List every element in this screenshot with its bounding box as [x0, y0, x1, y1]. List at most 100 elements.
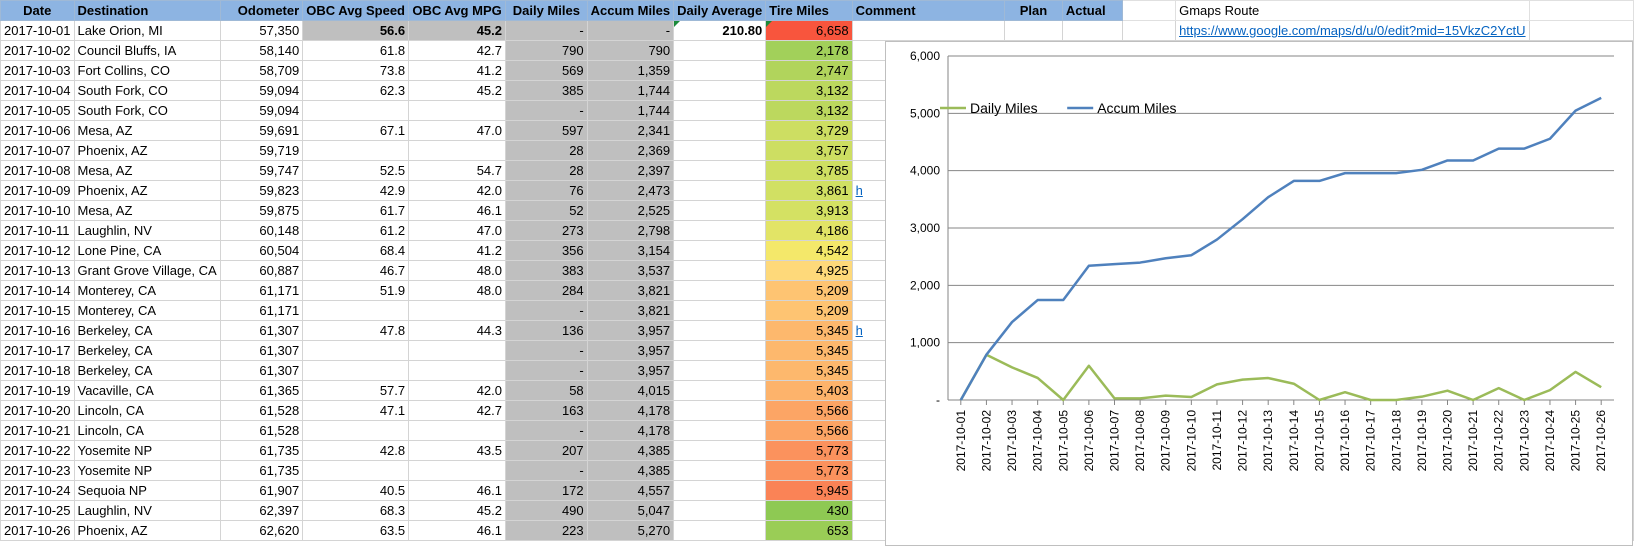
cell-daily-miles[interactable]: 273 — [505, 220, 588, 241]
cell-daily-average[interactable] — [673, 320, 767, 341]
cell-avg-mpg[interactable]: 47.0 — [408, 220, 507, 241]
cell-destination[interactable]: Mesa, AZ — [73, 160, 221, 181]
cell-odometer[interactable]: 59,823 — [219, 180, 304, 201]
cell-date[interactable]: 2017-10-22 — [0, 440, 75, 461]
cell-odometer[interactable]: 61,171 — [219, 280, 304, 301]
cell-destination[interactable]: Lincoln, CA — [73, 420, 221, 441]
cell-daily-miles[interactable]: - — [505, 340, 588, 361]
cell-tire-miles[interactable]: 5,209 — [765, 300, 853, 321]
cell-avg-mpg[interactable]: 48.0 — [408, 260, 507, 281]
cell-daily-miles[interactable]: 790 — [505, 40, 588, 61]
cell-avg-speed[interactable]: 61.7 — [302, 200, 410, 221]
cell-date[interactable]: 2017-10-04 — [0, 80, 75, 101]
cell-odometer[interactable]: 59,094 — [219, 100, 304, 121]
cell-date[interactable]: 2017-10-16 — [0, 320, 75, 341]
cell-daily-miles[interactable]: - — [505, 420, 588, 441]
cell-destination[interactable]: Phoenix, AZ — [73, 140, 221, 161]
cell-daily-average[interactable] — [673, 60, 767, 81]
cell-date[interactable]: 2017-10-26 — [0, 520, 75, 541]
header-date[interactable]: Date — [0, 0, 75, 21]
comment-link[interactable]: h — [855, 183, 863, 198]
cell-date[interactable]: 2017-10-07 — [0, 140, 75, 161]
cell-odometer[interactable]: 59,691 — [219, 120, 304, 141]
cell-tire-miles[interactable]: 3,132 — [765, 80, 853, 101]
cell-destination[interactable]: Berkeley, CA — [73, 360, 221, 381]
cell-avg-mpg[interactable]: 42.0 — [408, 180, 507, 201]
cell-destination[interactable]: Lincoln, CA — [73, 400, 221, 421]
cell-daily-average[interactable] — [673, 40, 767, 61]
cell-date[interactable]: 2017-10-21 — [0, 420, 75, 441]
cell-destination[interactable]: Lake Orion, MI — [73, 20, 221, 41]
cell-daily-miles[interactable]: 223 — [505, 520, 588, 541]
cell-accum-miles[interactable]: 4,178 — [586, 420, 675, 441]
cell-avg-speed[interactable]: 52.5 — [302, 160, 410, 181]
cell-odometer[interactable]: 57,350 — [219, 20, 304, 41]
cell-tire-miles[interactable]: 5,345 — [765, 360, 853, 381]
cell-avg-speed[interactable]: 42.8 — [302, 440, 410, 461]
cell-daily-average[interactable] — [673, 460, 767, 481]
cell-daily-miles[interactable]: 52 — [505, 200, 588, 221]
cell-destination[interactable]: Yosemite NP — [73, 440, 221, 461]
cell-daily-average[interactable] — [673, 200, 767, 221]
cell-daily-miles[interactable]: 207 — [505, 440, 588, 461]
cell-accum-miles[interactable]: 1,359 — [586, 60, 675, 81]
cell-daily-miles[interactable]: 136 — [505, 320, 588, 341]
cell-avg-speed[interactable]: 40.5 — [302, 480, 410, 501]
cell-daily-miles[interactable]: 490 — [505, 500, 588, 521]
cell-avg-speed[interactable]: 62.3 — [302, 80, 410, 101]
cell-odometer[interactable]: 61,528 — [219, 400, 304, 421]
cell-odometer[interactable]: 61,365 — [219, 380, 304, 401]
cell-date[interactable]: 2017-10-11 — [0, 220, 75, 241]
cell-avg-speed[interactable]: 57.7 — [302, 380, 410, 401]
cell-avg-speed[interactable] — [302, 340, 410, 361]
cell-date[interactable]: 2017-10-03 — [0, 60, 75, 81]
cell-avg-mpg[interactable]: 46.1 — [408, 520, 507, 541]
cell-avg-speed[interactable] — [302, 420, 410, 441]
cell-daily-miles[interactable]: 28 — [505, 160, 588, 181]
cell-accum-miles[interactable]: 4,557 — [586, 480, 675, 501]
header-actual[interactable]: Actual — [1061, 0, 1123, 21]
cell-tire-miles[interactable]: 4,925 — [765, 260, 853, 281]
cell-daily-miles[interactable]: 383 — [505, 260, 588, 281]
cell-avg-speed[interactable] — [302, 100, 410, 121]
header-accum-miles[interactable]: Accum Miles — [586, 0, 675, 21]
cell-tire-miles[interactable]: 5,945 — [765, 480, 853, 501]
cell-tire-miles[interactable]: 3,132 — [765, 100, 853, 121]
cell-daily-average[interactable] — [673, 380, 767, 401]
cell-odometer[interactable]: 61,307 — [219, 340, 304, 361]
cell-date[interactable]: 2017-10-18 — [0, 360, 75, 381]
cell-tire-miles[interactable]: 3,913 — [765, 200, 853, 221]
cell-daily-average[interactable] — [673, 480, 767, 501]
cell-avg-speed[interactable]: 61.2 — [302, 220, 410, 241]
cell-destination[interactable]: Berkeley, CA — [73, 340, 221, 361]
cell-avg-speed[interactable]: 46.7 — [302, 260, 410, 281]
cell-avg-mpg[interactable] — [408, 300, 507, 321]
cell-avg-mpg[interactable]: 44.3 — [408, 320, 507, 341]
cell-accum-miles[interactable]: 3,537 — [586, 260, 675, 281]
cell-odometer[interactable]: 58,709 — [219, 60, 304, 81]
cell-tire-miles[interactable]: 3,729 — [765, 120, 853, 141]
cell-tire-miles[interactable]: 2,178 — [765, 40, 853, 61]
cell-daily-miles[interactable]: 58 — [505, 380, 588, 401]
cell-date[interactable]: 2017-10-08 — [0, 160, 75, 181]
header-comment[interactable]: Comment — [851, 0, 1006, 21]
cell-destination[interactable]: Monterey, CA — [73, 280, 221, 301]
cell-accum-miles[interactable]: - — [586, 20, 675, 41]
cell-daily-average[interactable] — [673, 500, 767, 521]
cell-daily-average[interactable] — [673, 440, 767, 461]
header-destination[interactable]: Destination — [73, 0, 221, 21]
cell-date[interactable]: 2017-10-19 — [0, 380, 75, 401]
cell-daily-miles[interactable]: 385 — [505, 80, 588, 101]
comment-link[interactable]: h — [855, 323, 863, 338]
cell-tire-miles[interactable]: 5,209 — [765, 280, 853, 301]
cell-daily-average[interactable] — [673, 140, 767, 161]
header-gmaps-route[interactable]: Gmaps Route — [1175, 0, 1530, 21]
cell-daily-miles[interactable]: 76 — [505, 180, 588, 201]
cell-accum-miles[interactable]: 3,957 — [586, 340, 675, 361]
cell-destination[interactable]: Laughlin, NV — [73, 220, 221, 241]
cell-date[interactable]: 2017-10-20 — [0, 400, 75, 421]
cell-avg-mpg[interactable]: 42.0 — [408, 380, 507, 401]
cell-avg-speed[interactable] — [302, 360, 410, 381]
cell-destination[interactable]: Phoenix, AZ — [73, 180, 221, 201]
cell-accum-miles[interactable]: 3,957 — [586, 360, 675, 381]
